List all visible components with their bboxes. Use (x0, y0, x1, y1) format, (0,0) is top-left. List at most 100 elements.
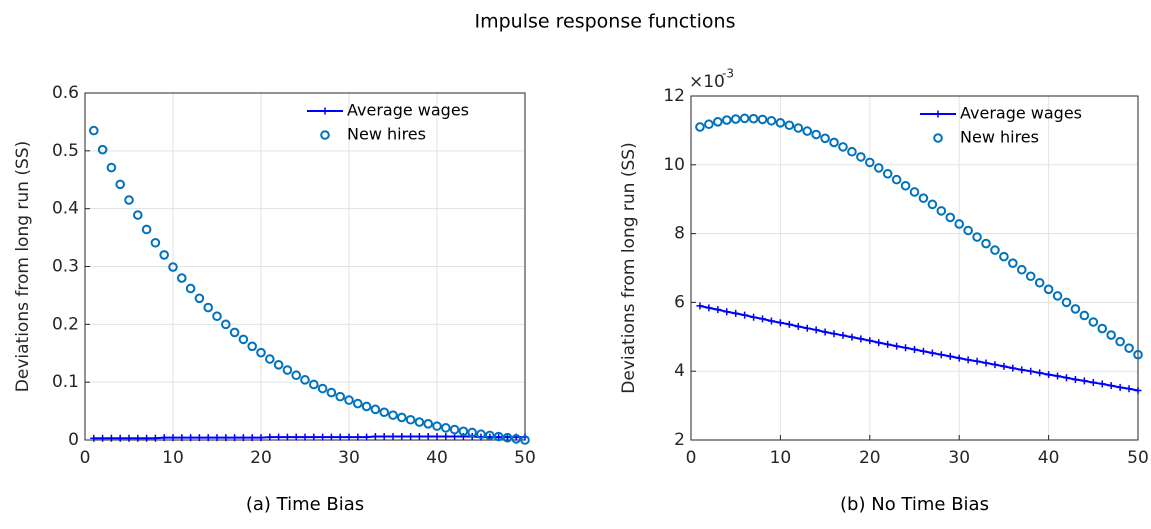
point (204, 434, 212, 442)
point (784, 120, 795, 131)
point (1061, 297, 1072, 308)
y-tick-label: 0.1 (52, 372, 79, 392)
point (1125, 385, 1133, 393)
y-tick-label: 2 (674, 430, 685, 450)
figure-title: Impulse response functions (475, 11, 736, 33)
point (1054, 372, 1062, 380)
point (231, 434, 239, 442)
y-multiplier-base: ×10 (689, 72, 725, 92)
point (1134, 386, 1142, 394)
point (990, 245, 1000, 255)
point (353, 398, 363, 409)
point (150, 237, 161, 248)
point (902, 344, 910, 352)
point (721, 115, 732, 125)
point (361, 401, 372, 412)
point (954, 219, 965, 229)
point (336, 433, 344, 441)
point (1027, 367, 1035, 375)
point (830, 330, 838, 338)
point (379, 407, 390, 418)
point (928, 349, 936, 357)
point (116, 434, 124, 442)
y-axis-label: Deviations from long run (SS) (13, 141, 33, 392)
point (794, 322, 802, 330)
x-tick-label: 0 (80, 448, 91, 468)
point (1034, 277, 1045, 288)
point (97, 144, 108, 155)
point (723, 308, 731, 316)
x-tick-label: 20 (859, 448, 881, 468)
legend-label: Average wages (347, 101, 469, 120)
point (151, 434, 159, 442)
caption: (a) Time Bias (246, 494, 364, 515)
point (159, 250, 169, 260)
x-tick-label: 50 (514, 448, 536, 468)
point (106, 162, 117, 173)
point (283, 433, 291, 441)
y-tick-label: 0.2 (52, 314, 79, 334)
point (90, 434, 98, 442)
point (1133, 349, 1143, 360)
point (194, 293, 205, 304)
point (793, 123, 804, 133)
y-multiplier-exponent: -3 (722, 67, 734, 81)
point (397, 412, 407, 423)
caption: (b) No Time Bias (840, 494, 989, 515)
point (927, 199, 938, 210)
point (389, 433, 397, 441)
point (911, 346, 918, 354)
point (423, 419, 434, 429)
point (891, 174, 902, 185)
point (1098, 380, 1106, 388)
point (1000, 362, 1008, 370)
point (847, 146, 857, 157)
point (99, 434, 107, 442)
point (134, 434, 142, 442)
point (292, 433, 300, 441)
point (178, 434, 186, 442)
point (388, 410, 398, 420)
legend-label: Average wages (960, 104, 1082, 123)
point (811, 129, 821, 140)
point (467, 427, 478, 438)
point (1036, 369, 1044, 377)
legend-label: New hires (347, 125, 426, 144)
point (704, 119, 714, 130)
point (1071, 375, 1079, 383)
point (432, 421, 442, 431)
point (695, 122, 705, 132)
point (335, 391, 346, 402)
point (415, 433, 423, 441)
point (848, 333, 856, 341)
x-tick-label: 20 (250, 448, 272, 468)
point (458, 426, 469, 437)
point (212, 311, 222, 322)
x-tick-label: 40 (426, 448, 448, 468)
point (273, 360, 284, 370)
x-tick-label: 30 (338, 448, 360, 468)
point (222, 434, 230, 442)
point (875, 339, 883, 347)
point (115, 179, 125, 190)
y-tick-label: 0.4 (52, 199, 79, 219)
point (1043, 284, 1054, 295)
point (1089, 379, 1097, 387)
point (301, 433, 309, 441)
point (441, 423, 451, 433)
point (326, 387, 337, 398)
y-tick-label: 0 (68, 430, 79, 450)
point (900, 180, 911, 191)
point (714, 306, 722, 314)
point (124, 195, 134, 205)
point (310, 433, 318, 441)
y-tick-label: 12 (663, 86, 685, 106)
point (964, 356, 972, 364)
point (936, 206, 947, 216)
point (893, 342, 901, 350)
point (981, 238, 991, 249)
point (857, 335, 865, 343)
point (266, 433, 274, 441)
point (982, 359, 990, 367)
point (812, 326, 820, 334)
